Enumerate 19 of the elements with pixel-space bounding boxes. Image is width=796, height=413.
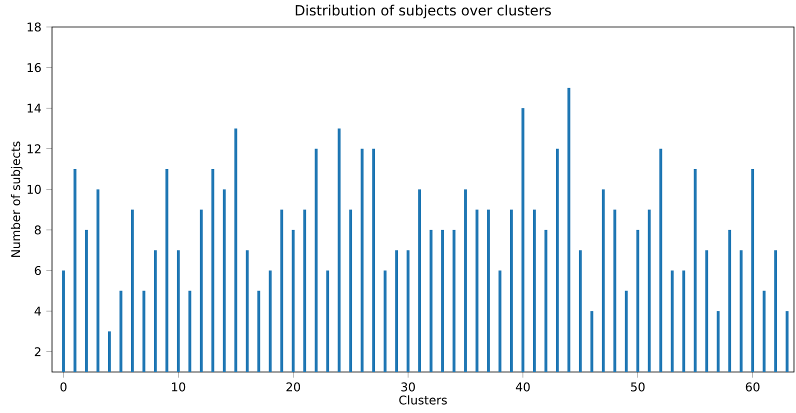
y-tick-label: 16 [28,63,41,72]
y-tick-label: 18 [28,22,41,32]
y-tick-label: 14 [28,104,41,113]
x-tick-label: 60 [746,382,760,392]
x-tick-label: 40 [516,382,530,392]
y-tick-label: 2 [34,347,40,356]
y-tick-label: 6 [34,266,41,276]
x-tick-label: 20 [286,382,300,392]
y-axis-title: Number of subjects [10,142,23,257]
y-tick-label: 8 [34,225,41,234]
x-axis-title: Clusters [399,395,447,405]
x-tick-label: 0 [60,382,67,392]
x-tick-label: 30 [401,382,415,392]
chart-title: Distribution of subjects over clusters [296,4,551,18]
x-tick-label: 10 [172,382,186,392]
y-tick-label: 10 [28,184,41,194]
y-tick-label: 4 [34,306,41,316]
y-tick-label: 12 [28,144,40,154]
x-tick-label: 50 [631,382,645,392]
